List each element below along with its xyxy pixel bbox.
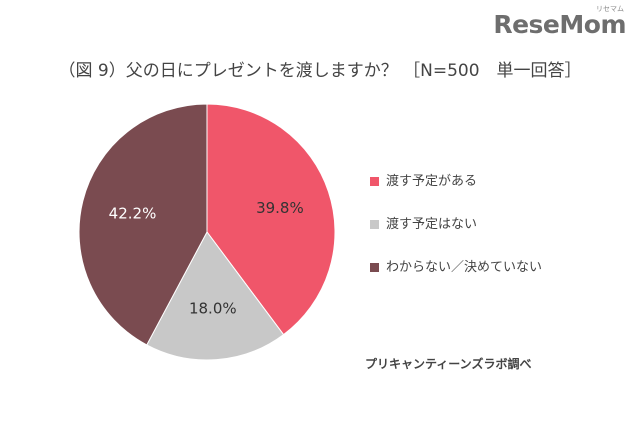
legend-item-will-not-give: 渡す予定はない <box>370 215 580 235</box>
resemom-logo: ReseMom リセマム <box>493 5 626 39</box>
legend-item-will-give: 渡す予定がある <box>370 172 580 192</box>
slice-label-undecided: 42.2% <box>109 204 157 222</box>
source-note: プリキャンティーンズラボ調べ <box>365 357 532 371</box>
slice-label-will-not-give: 18.0% <box>189 300 237 318</box>
legend-label: わからない／決めていない <box>386 260 543 275</box>
legend-swatch <box>370 263 379 272</box>
logo-subtext: リセマム <box>596 5 624 13</box>
chart-legend: 渡す予定がある 渡す予定はない わからない／決めていない <box>370 172 580 301</box>
legend-label: 渡す予定はない <box>386 217 478 232</box>
logo-text: ReseMom <box>493 10 626 39</box>
pie-slice-will-give <box>206 103 336 336</box>
legend-item-undecided: わからない／決めていない <box>370 258 580 278</box>
legend-label: 渡す予定がある <box>386 174 478 189</box>
slice-label-will-give: 39.8% <box>256 199 304 217</box>
pie-slice-undecided <box>78 103 208 346</box>
legend-swatch <box>370 177 379 186</box>
legend-swatch <box>370 220 379 229</box>
pie-slice-will-not-give <box>146 231 285 361</box>
chart-title: （図 9）父の日にプレゼントを渡しますか？ ［N=500 単一回答］ <box>58 61 582 81</box>
